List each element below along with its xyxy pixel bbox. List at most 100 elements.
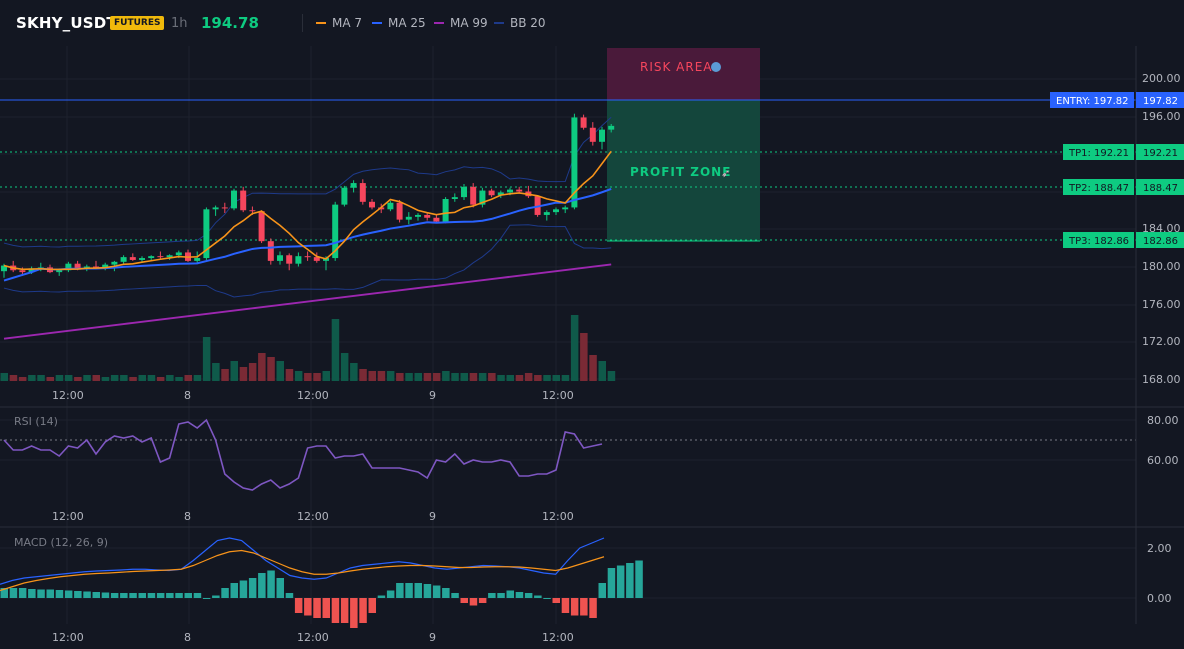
macd-hist-bar [294,598,303,613]
tp3-tag[interactable]: TP3: 182.86 182.86 [1063,232,1184,248]
macd-hist-bar [0,588,8,598]
macd-hist-bar [92,592,100,598]
volume-bar [184,375,192,381]
price-tick: 180.00 [1142,260,1181,273]
macd-hist-bar [239,580,248,598]
macd-hist-bar [543,598,551,599]
legend-bb20-label: BB 20 [510,16,546,30]
volume-bar [101,377,110,381]
macd-hist-bar [570,598,579,616]
macd-hist-bar [635,560,643,598]
macd-hist-bar [285,593,294,598]
tp2-tag-label: TP2: 188.47 [1068,183,1129,194]
legend-ma99-label: MA 99 [450,16,488,30]
ma99-swatch [434,22,444,24]
candle-body [424,214,431,218]
entry-tag[interactable]: ENTRY: 197.82 197.82 [1050,92,1184,108]
volume-bar [534,375,542,381]
timeframe-label[interactable]: 1h [171,16,188,31]
bb-lower [3,224,612,298]
volume-bar [83,375,91,381]
volume-bar [313,373,321,381]
candle-body [258,211,265,242]
candle-body [111,261,118,265]
profit-zone-label: PROFIT ZONE [630,165,731,179]
macd-hist-bar [267,570,275,598]
volume-bar [543,375,551,381]
macd-hist-bar [9,588,18,598]
candle-body [295,256,302,264]
legend-bb20[interactable]: BB 20 [494,16,546,30]
volume-bar [580,333,588,381]
price-tick: 172.00 [1142,335,1181,348]
time-tick: 12:00 [52,510,84,523]
tp3-price: 182.86 [1143,236,1178,247]
volume-bar [175,377,183,381]
macd-hist-bar [469,598,478,606]
time-tick: 12:00 [542,631,574,644]
header-divider [302,14,303,32]
moving-averages [3,150,612,340]
macd-hist-bar [478,598,487,603]
volume-bar [432,373,441,381]
volume-bar [9,375,18,381]
macd-hist-bar [184,593,192,598]
rocket-icon: ➶ [721,167,730,180]
legend-ma7[interactable]: MA 7 [316,16,362,30]
macd-hist-bar [193,593,202,598]
volume-bar [506,375,514,381]
candle-body [415,214,421,217]
time-tick: 12:00 [52,389,84,402]
legend-ma25[interactable]: MA 25 [372,16,426,30]
volume-bar [322,371,330,381]
macd-hist-bar [331,598,340,623]
macd-hist-bar [552,598,560,603]
candle-body [267,241,274,261]
macd-hist-bar [248,578,257,598]
legend-ma99[interactable]: MA 99 [434,16,488,30]
macd-hist-bar [55,590,64,598]
candle-body [277,255,283,261]
ma7-swatch [316,22,326,24]
symbol-name[interactable]: SKHY_USDT [16,14,117,32]
price-tick: 196.00 [1142,110,1181,123]
bb-upper [3,116,612,248]
candlesticks[interactable] [1,113,615,278]
macd-hist-bar [28,589,36,598]
volume-bar [524,373,533,381]
candle-body [221,207,228,209]
candle-body [102,264,109,268]
macd-hist-bar [515,592,524,598]
macd-hist-bar [396,583,404,598]
price-axis[interactable]: 200.00 196.00 184.00 180.00 176.00 172.0… [1142,72,1181,386]
macd-hist-bar [359,598,367,623]
ma7-line [3,150,612,271]
rsi-tick: 80.00 [1147,414,1179,427]
volume-bar [331,319,340,381]
tp2-price: 188.47 [1143,183,1178,194]
volume-bar [359,369,367,381]
candle-body [589,127,596,142]
tp2-tag[interactable]: TP2: 188.47 188.47 [1063,179,1184,195]
macd-hist-bar [129,593,137,598]
tp1-tag[interactable]: TP1: 192.21 192.21 [1063,144,1184,160]
candle-body [543,212,550,215]
candle-body [166,255,173,258]
candle-body [405,216,412,220]
volume-bar [120,375,128,381]
candle-body [341,187,348,205]
volume-bar [561,375,570,381]
volume-bar [552,375,560,381]
candle-body [139,258,145,260]
candle-body [203,209,210,259]
tp1-tag-label: TP1: 192.21 [1068,148,1129,159]
macd-hist-bar [37,589,45,598]
volume-bar [55,375,64,381]
time-tick: 12:00 [297,631,329,644]
volume-bar [267,357,275,381]
time-axis-rsi: 12:00 8 12:00 9 12:00 [52,510,574,523]
candle-body [507,189,513,193]
volume-bar [350,363,358,381]
candle-body [231,190,237,209]
